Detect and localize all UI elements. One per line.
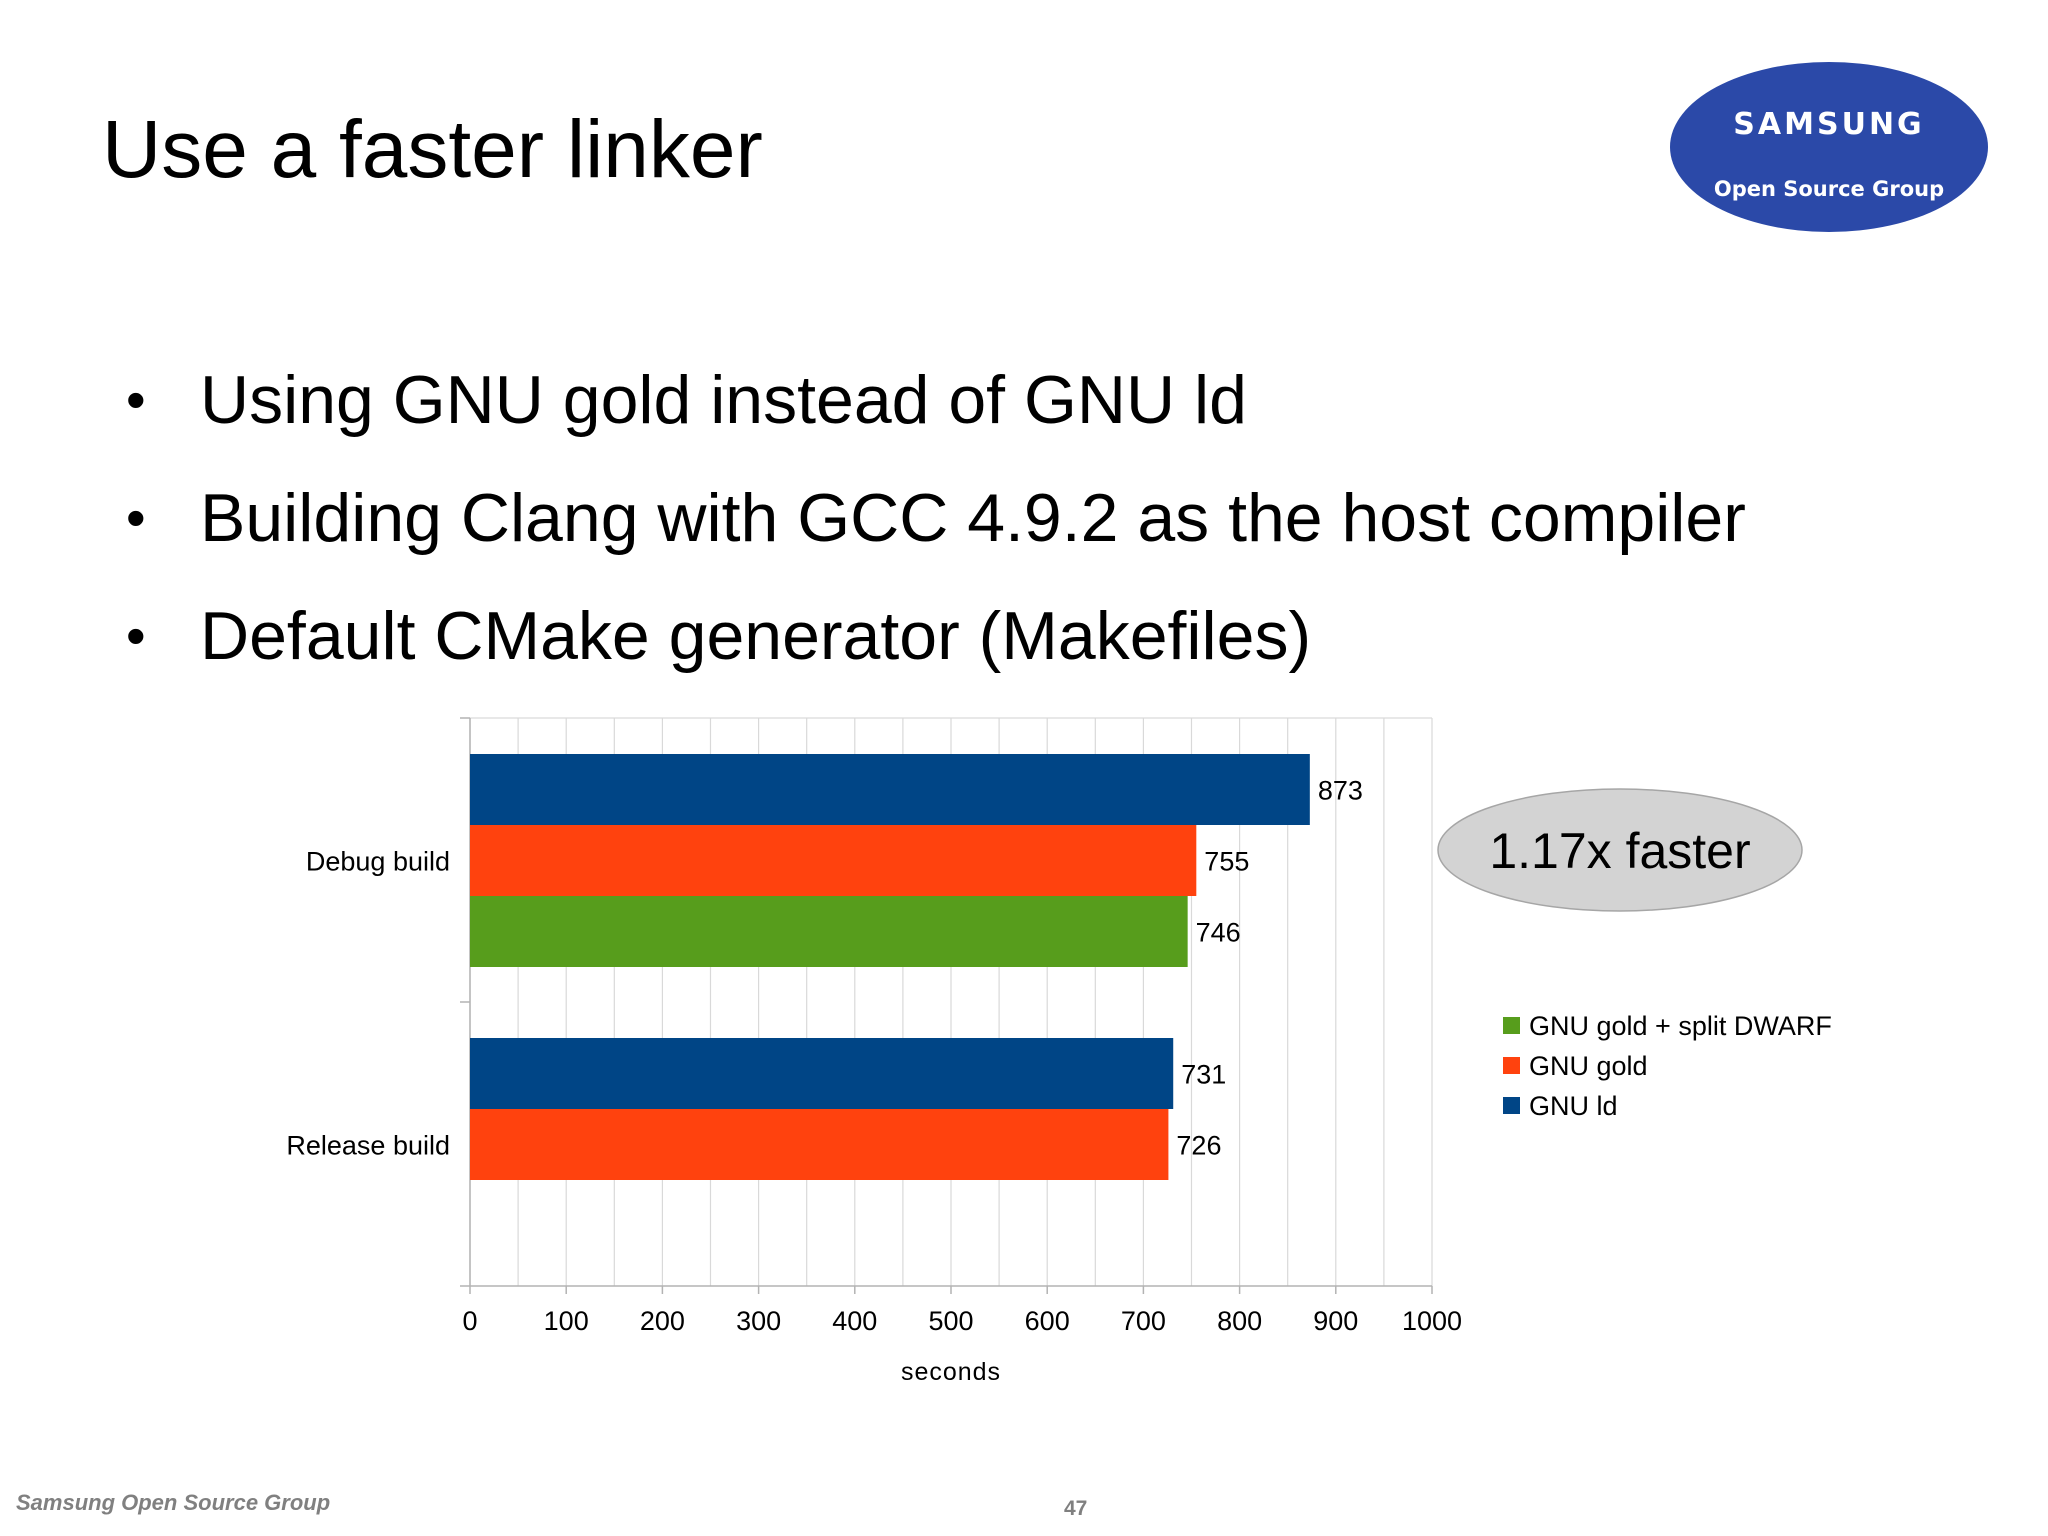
bar bbox=[470, 1109, 1169, 1180]
bullet-item: • Using GNU gold instead of GNU ld bbox=[120, 350, 1746, 468]
x-tick-label: 100 bbox=[544, 1306, 589, 1336]
bullet-item: • Building Clang with GCC 4.9.2 as the h… bbox=[120, 468, 1746, 586]
bullet-dot: • bbox=[126, 604, 146, 667]
bar-value-label: 755 bbox=[1204, 847, 1249, 877]
bullet-text: Default CMake generator (Makefiles) bbox=[200, 598, 1312, 674]
x-tick-label: 900 bbox=[1313, 1306, 1358, 1336]
legend-swatch bbox=[1503, 1057, 1520, 1074]
footer-text: Samsung Open Source Group bbox=[16, 1490, 331, 1515]
x-tick-label: 500 bbox=[928, 1306, 973, 1336]
bullet-item: • Default CMake generator (Makefiles) bbox=[120, 586, 1746, 704]
x-tick-label: 1000 bbox=[1402, 1306, 1462, 1336]
x-tick-label: 800 bbox=[1217, 1306, 1262, 1336]
x-tick-label: 0 bbox=[462, 1306, 477, 1336]
bullet-list: • Using GNU gold instead of GNU ld • Bui… bbox=[120, 350, 1746, 704]
logo-brand: SAMSUNG bbox=[1733, 107, 1924, 142]
callout-bubble bbox=[1437, 788, 1803, 912]
bar bbox=[470, 754, 1310, 825]
legend-label: GNU ld bbox=[1529, 1091, 1618, 1121]
legend-label: GNU gold + split DWARF bbox=[1529, 1011, 1832, 1041]
bar-value-label: 731 bbox=[1181, 1060, 1226, 1090]
x-tick-label: 300 bbox=[736, 1306, 781, 1336]
legend-swatch bbox=[1503, 1097, 1520, 1114]
bar-value-label: 746 bbox=[1196, 918, 1241, 948]
slide-title: Use a faster linker bbox=[102, 104, 763, 195]
bar bbox=[470, 896, 1188, 967]
x-tick-label: 700 bbox=[1121, 1306, 1166, 1336]
bullet-text: Using GNU gold instead of GNU ld bbox=[200, 362, 1247, 438]
x-axis-title: seconds bbox=[901, 1358, 1001, 1386]
category-label: Release build bbox=[286, 1131, 450, 1161]
x-tick-label: 200 bbox=[640, 1306, 685, 1336]
bullet-dot: • bbox=[126, 486, 146, 549]
page-number: 47 bbox=[1064, 1497, 1088, 1520]
legend-label: GNU gold bbox=[1529, 1051, 1648, 1081]
bar-value-label: 873 bbox=[1318, 776, 1363, 806]
bar bbox=[470, 1038, 1174, 1109]
logo-subtitle: Open Source Group bbox=[1714, 177, 1944, 201]
legend-swatch bbox=[1503, 1017, 1520, 1034]
bar-value-label: 726 bbox=[1176, 1131, 1221, 1161]
category-label: Debug build bbox=[306, 847, 450, 877]
x-tick-label: 400 bbox=[832, 1306, 877, 1336]
samsung-logo: SAMSUNG Open Source Group bbox=[1670, 62, 1988, 232]
x-tick-label: 600 bbox=[1025, 1306, 1070, 1336]
bullet-dot: • bbox=[126, 368, 146, 431]
bar bbox=[470, 825, 1197, 896]
bullet-text: Building Clang with GCC 4.9.2 as the hos… bbox=[200, 480, 1746, 556]
callout-text: 1.17x faster bbox=[1489, 823, 1750, 879]
